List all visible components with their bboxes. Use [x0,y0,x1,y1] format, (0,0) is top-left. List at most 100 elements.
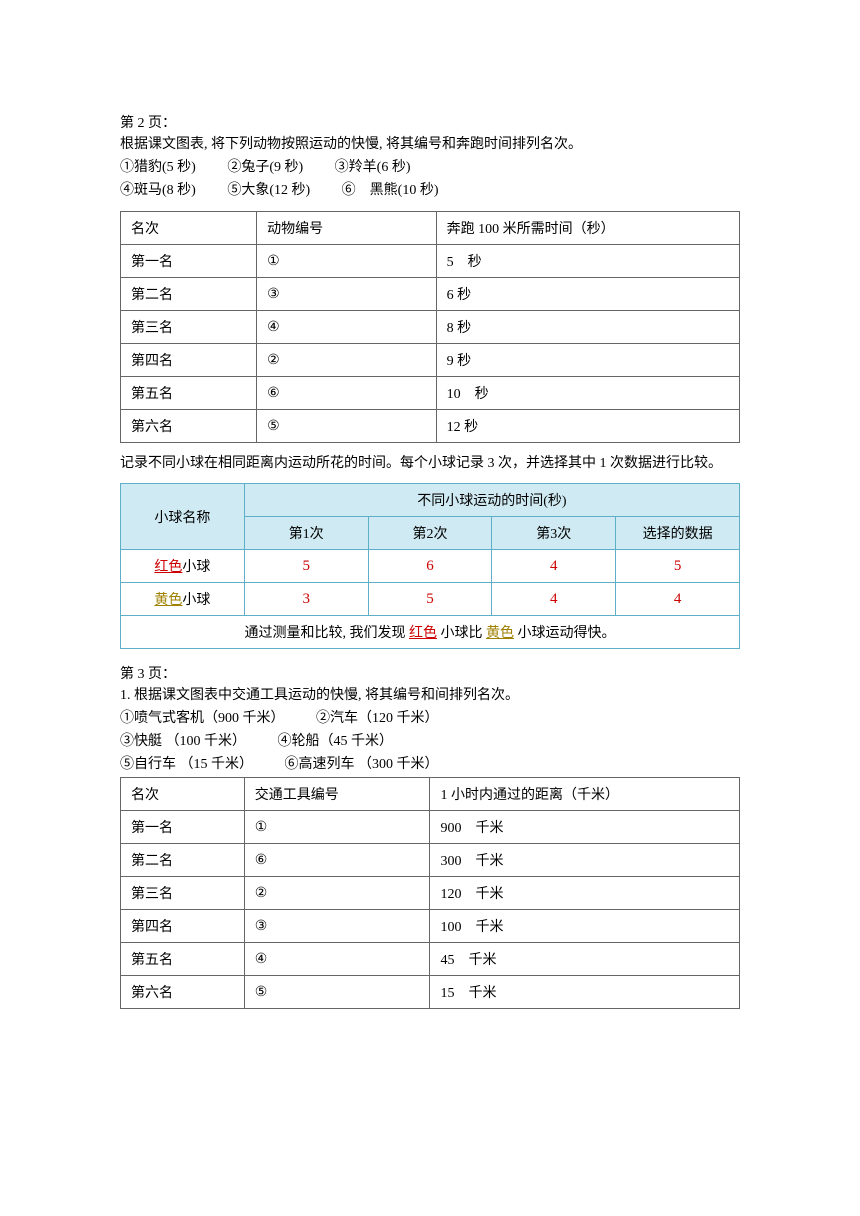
val: 4 [492,583,616,616]
cell: 第二名 [121,844,245,877]
col-id: 交通工具编号 [244,778,430,811]
cell: 第六名 [121,410,257,443]
val: 5 [244,550,368,583]
val: 5 [368,583,492,616]
col-dist: 1 小时内通过的距离（千米） [430,778,740,811]
ball-conclusion: 通过测量和比较, 我们发现 红色 小球比 黄色 小球运动得快。 [121,616,740,649]
conclusion-a: 红色 [409,626,437,641]
ball-name-cell: 黄色小球 [121,583,245,616]
vehicle-item: ②汽车（120 千米） [316,708,439,729]
cell: 300 千米 [430,844,740,877]
table-row: 第二名③6 秒 [121,278,740,311]
val: 4 [492,550,616,583]
table-row: 第三名②120 千米 [121,877,740,910]
cell: 第一名 [121,245,257,278]
ball-row-yellow: 黄色小球 3 5 4 4 [121,583,740,616]
vehicle-item: ⑤自行车 （15 千米） [120,754,253,775]
cell: 900 千米 [430,811,740,844]
cell: ① [244,811,430,844]
cell: 8 秒 [436,311,739,344]
vehicle-item: ⑥高速列车 （300 千米） [285,754,439,775]
table-row: 第六名⑤12 秒 [121,410,740,443]
col-trial3: 第3次 [492,517,616,550]
animal-item: ⑤大象(12 秒) [227,180,310,201]
vehicle-item: ④轮船（45 千米） [278,731,394,752]
cell: 第一名 [121,811,245,844]
cell: 9 秒 [436,344,739,377]
col-trial1: 第1次 [244,517,368,550]
col-id: 动物编号 [257,212,437,245]
cell: ③ [257,278,437,311]
cell: 15 千米 [430,976,740,1009]
cell: ④ [244,943,430,976]
table-row: 第一名①900 千米 [121,811,740,844]
animal-list-line2: ④斑马(8 秒) ⑤大象(12 秒) ⑥ 黑熊(10 秒) [120,180,740,201]
page3-heading: 第 3 页： [120,663,740,683]
ball-note: 记录不同小球在相同距离内运动所花的时间。每个小球记录 3 次，并选择其中 1 次… [120,453,740,475]
ball-time-header: 不同小球运动的时间(秒) [244,484,739,517]
animal-item: ③羚羊(6 秒) [335,157,411,178]
cell: ⑤ [257,410,437,443]
cell: 第四名 [121,910,245,943]
ball-conclusion-row: 通过测量和比较, 我们发现 红色 小球比 黄色 小球运动得快。 [121,616,740,649]
col-selected: 选择的数据 [616,517,740,550]
table-header-row: 名次 交通工具编号 1 小时内通过的距离（千米） [121,778,740,811]
conclusion-b: 黄色 [486,626,514,641]
vehicle-item: ①喷气式客机（900 千米） [120,708,285,729]
cell: ③ [244,910,430,943]
cell: ⑥ [257,377,437,410]
val: 4 [616,583,740,616]
animal-item: ⑥ 黑熊(10 秒) [342,180,439,201]
page2-intro: 根据课文图表, 将下列动物按照运动的快慢, 将其编号和奔跑时间排列名次。 [120,134,740,155]
cell: 第六名 [121,976,245,1009]
vehicle-list-line1: ①喷气式客机（900 千米） ②汽车（120 千米） [120,708,740,729]
cell: ⑥ [244,844,430,877]
table-header-row: 名次 动物编号 奔跑 100 米所需时间（秒） [121,212,740,245]
conclusion-mid: 小球比 [437,626,486,641]
vehicles-rank-table: 名次 交通工具编号 1 小时内通过的距离（千米） 第一名①900 千米 第二名⑥… [120,777,740,1009]
val: 3 [244,583,368,616]
val: 6 [368,550,492,583]
table-row: 第五名④45 千米 [121,943,740,976]
cell: 6 秒 [436,278,739,311]
ball-row-red: 红色小球 5 6 4 5 [121,550,740,583]
cell: 第三名 [121,877,245,910]
ball-color-label: 黄色 [154,593,182,608]
animals-rank-table: 名次 动物编号 奔跑 100 米所需时间（秒） 第一名①5 秒 第二名③6 秒 … [120,211,740,443]
cell: ② [244,877,430,910]
animal-item: ④斑马(8 秒) [120,180,196,201]
cell: 第五名 [121,943,245,976]
cell: 第二名 [121,278,257,311]
ball-table: 小球名称 不同小球运动的时间(秒) 第1次 第2次 第3次 选择的数据 红色小球… [120,483,740,649]
ball-header-row1: 小球名称 不同小球运动的时间(秒) [121,484,740,517]
table-row: 第六名⑤15 千米 [121,976,740,1009]
ball-name-header: 小球名称 [121,484,245,550]
page3-intro: 1. 根据课文图表中交通工具运动的快慢, 将其编号和间排列名次。 [120,685,740,706]
col-trial2: 第2次 [368,517,492,550]
vehicle-list-line2: ③快艇 （100 千米） ④轮船（45 千米） [120,731,740,752]
col-rank: 名次 [121,212,257,245]
page2-heading: 第 2 页： [120,112,740,132]
cell: ① [257,245,437,278]
ball-color-label: 红色 [154,560,182,575]
table-row: 第五名⑥10 秒 [121,377,740,410]
cell: 120 千米 [430,877,740,910]
conclusion-prefix: 通过测量和比较, 我们发现 [245,626,410,641]
table-row: 第三名④8 秒 [121,311,740,344]
cell: 第三名 [121,311,257,344]
table-row: 第一名①5 秒 [121,245,740,278]
cell: 5 秒 [436,245,739,278]
animal-list-line1: ①猎豹(5 秒) ②兔子(9 秒) ③羚羊(6 秒) [120,157,740,178]
cell: 100 千米 [430,910,740,943]
animal-item: ①猎豹(5 秒) [120,157,196,178]
animal-item: ②兔子(9 秒) [227,157,303,178]
cell: 45 千米 [430,943,740,976]
cell: 第五名 [121,377,257,410]
vehicle-list-line3: ⑤自行车 （15 千米） ⑥高速列车 （300 千米） [120,754,740,775]
cell: 12 秒 [436,410,739,443]
col-rank: 名次 [121,778,245,811]
val: 5 [616,550,740,583]
cell: ⑤ [244,976,430,1009]
ball-name-cell: 红色小球 [121,550,245,583]
cell: 第四名 [121,344,257,377]
